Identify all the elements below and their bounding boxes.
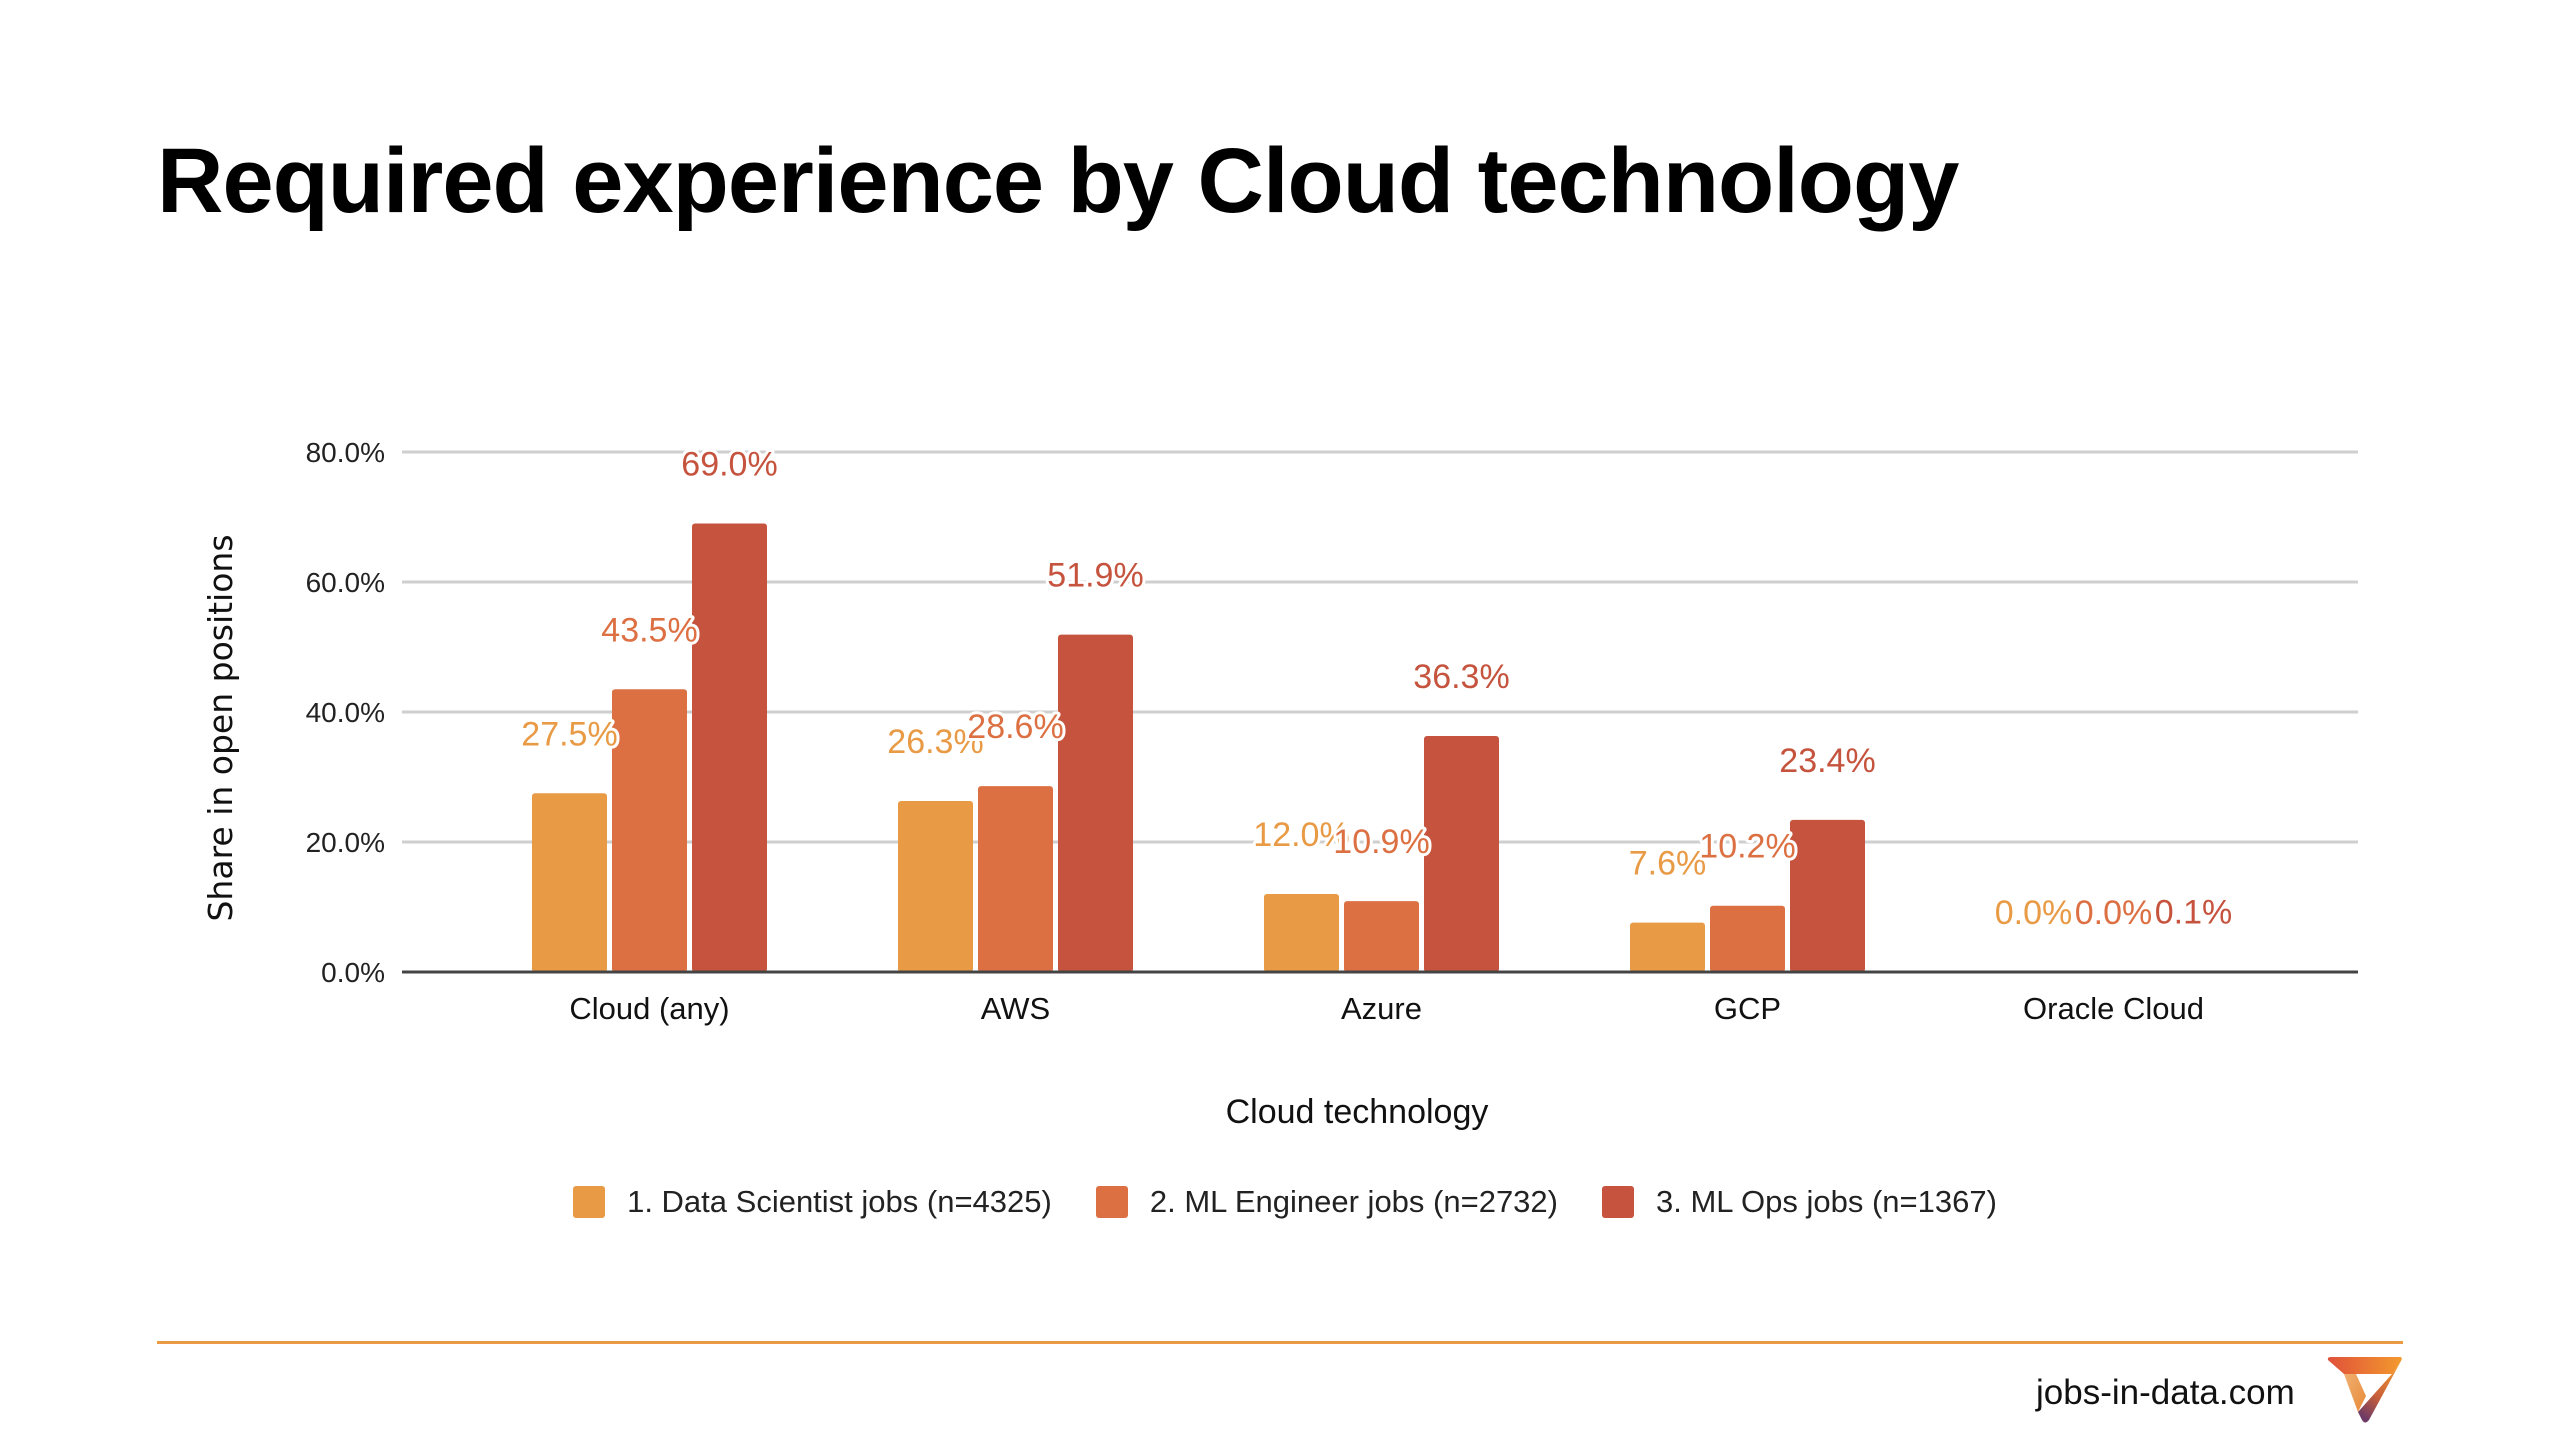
- legend-swatch: [1095, 1186, 1128, 1218]
- data-label: 0.1%: [2155, 893, 2233, 931]
- bar[interactable]: [1630, 922, 1705, 972]
- bar[interactable]: [532, 793, 607, 972]
- data-label: 36.3%: [1413, 658, 1509, 696]
- bar[interactable]: [1790, 819, 1865, 972]
- x-axis-categories: Cloud (any) AWS Azure GCP Oracle Cloud: [569, 991, 2204, 1026]
- x-tick-label: Oracle Cloud: [2023, 991, 2204, 1026]
- footer-divider: [157, 1341, 2403, 1344]
- data-label: 27.5%: [521, 715, 617, 753]
- x-axis-title: Cloud technology: [1226, 1093, 1489, 1131]
- legend-swatch: [573, 1186, 606, 1218]
- data-label: 51.9%: [1047, 557, 1143, 595]
- bar[interactable]: [1344, 901, 1419, 972]
- data-label: 0.0%: [2075, 894, 2153, 932]
- y-tick-label: 20.0%: [306, 827, 385, 858]
- y-tick-label: 80.0%: [306, 437, 385, 468]
- legend-swatch: [1602, 1186, 1634, 1218]
- data-label: 12.0%: [1253, 816, 1349, 854]
- data-label: 10.9%: [1333, 823, 1429, 861]
- bar[interactable]: [1424, 736, 1499, 972]
- data-label: 23.4%: [1779, 742, 1875, 780]
- bar[interactable]: [692, 523, 767, 973]
- data-label: 7.6%: [1629, 845, 1707, 883]
- y-tick-label: 0.0%: [321, 957, 385, 988]
- y-tick-label: 60.0%: [306, 567, 385, 598]
- legend-item-ml-ops[interactable]: 3. ML Ops jobs (n=1367): [1602, 1184, 1997, 1220]
- legend-label: 2. ML Engineer jobs (n=2732): [1149, 1184, 1558, 1219]
- legend-item-data-scientist[interactable]: 1. Data Scientist jobs (n=4325): [573, 1184, 1052, 1220]
- bar[interactable]: [978, 786, 1053, 972]
- footer-site-link[interactable]: jobs-in-data.com: [2036, 1373, 2295, 1412]
- x-tick-label: AWS: [981, 991, 1050, 1026]
- page-title: Required experience by Cloud technology: [157, 130, 1959, 232]
- y-tick-label: 40.0%: [306, 697, 385, 728]
- data-labels: 27.5% 43.5% 69.0% 26.3%28.6% 51.9% 12.0%10.9%…: [518, 443, 2235, 936]
- y-axis-title: Share in open positions: [201, 534, 240, 921]
- legend-label: 1. Data Scientist jobs (n=4325): [627, 1184, 1052, 1219]
- jobs-in-data-logo-icon: [2327, 1357, 2402, 1423]
- bars: [532, 523, 2231, 973]
- y-axis-ticks: 0.0% 20.0% 40.0% 60.0% 80.0%: [306, 437, 385, 988]
- bar[interactable]: [1710, 905, 1785, 972]
- data-label: 43.5%: [601, 611, 697, 649]
- bar[interactable]: [1264, 894, 1339, 972]
- data-label: 28.6%: [967, 708, 1063, 746]
- x-tick-label: GCP: [1714, 991, 1781, 1026]
- bar[interactable]: [1058, 634, 1133, 972]
- data-label: 26.3%: [887, 723, 983, 761]
- x-tick-label: Cloud (any): [569, 991, 729, 1026]
- data-label: 69.0%: [681, 446, 777, 484]
- bar[interactable]: [612, 689, 687, 972]
- bar[interactable]: [898, 801, 973, 972]
- data-label: 0.0%: [1995, 894, 2073, 932]
- legend-item-ml-engineer[interactable]: 2. ML Engineer jobs (n=2732): [1095, 1184, 1558, 1220]
- data-label: 10.2%: [1699, 828, 1795, 866]
- legend: 1. Data Scientist jobs (n=4325) 2. ML En…: [0, 1184, 2560, 1220]
- x-tick-label: Azure: [1341, 991, 1422, 1026]
- legend-label: 3. ML Ops jobs (n=1367): [1656, 1184, 1997, 1219]
